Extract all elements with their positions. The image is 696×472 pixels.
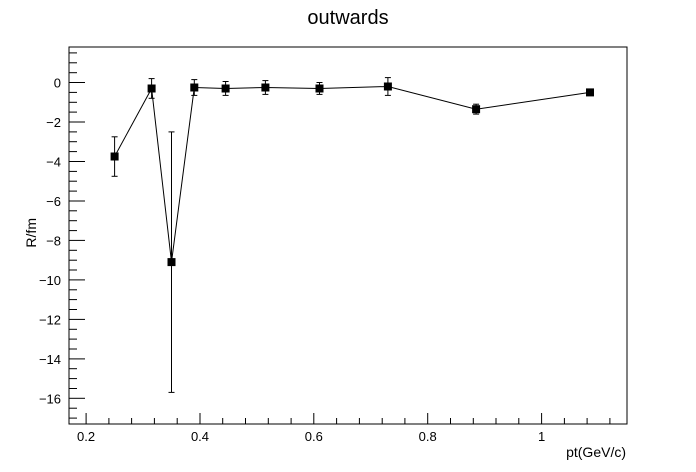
y-tick-label: −2 xyxy=(46,115,61,130)
y-tick-label: −16 xyxy=(39,391,61,406)
y-tick-label: −10 xyxy=(39,273,61,288)
y-axis-ticks: 0 −2 −4 −6 −8 −10 −12 −14 −16 xyxy=(39,52,85,419)
chart-title: outwards xyxy=(307,7,388,29)
x-tick-label: 0.8 xyxy=(419,429,437,444)
data-point xyxy=(167,258,176,267)
data-point xyxy=(110,152,119,161)
data-point xyxy=(261,83,270,92)
x-axis-label: pt(GeV/c) xyxy=(566,444,626,460)
x-tick-label: 0.6 xyxy=(305,429,323,444)
data-point xyxy=(315,84,324,93)
data-point xyxy=(472,105,481,114)
y-tick-label: −4 xyxy=(46,155,61,170)
y-tick-label: −12 xyxy=(39,312,61,327)
data-point xyxy=(383,82,392,91)
data-point xyxy=(147,84,156,93)
data-point xyxy=(586,88,594,97)
series-line xyxy=(114,85,591,263)
data-point xyxy=(221,84,230,93)
x-tick-label: 0.2 xyxy=(77,429,95,444)
y-axis-label: R/fm xyxy=(23,218,39,248)
y-tick-label: 0 xyxy=(54,76,61,91)
plot-frame xyxy=(68,46,628,425)
y-tick-label: −8 xyxy=(46,233,61,248)
x-axis-ticks: 0.2 0.4 0.6 0.8 1 xyxy=(77,413,611,444)
x-tick-label: 0.4 xyxy=(191,429,209,444)
plot-area xyxy=(110,77,594,393)
data-point xyxy=(190,83,199,92)
y-tick-label: −14 xyxy=(39,352,61,367)
x-tick-label: 1 xyxy=(538,429,545,444)
y-tick-label: −6 xyxy=(46,194,61,209)
